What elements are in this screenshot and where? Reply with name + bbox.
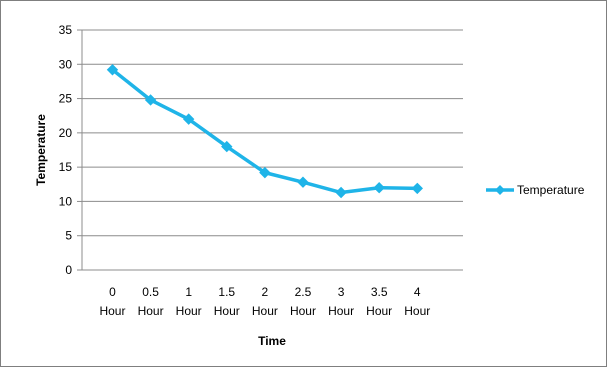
legend-label: Temperature bbox=[517, 183, 585, 197]
y-tick-label: 35 bbox=[59, 23, 73, 37]
y-tick-label: 10 bbox=[59, 194, 73, 208]
y-tick-label: 25 bbox=[59, 92, 73, 106]
x-axis-title: Time bbox=[258, 334, 286, 348]
y-tick-label: 0 bbox=[65, 263, 72, 277]
y-tick-label: 30 bbox=[59, 57, 73, 71]
y-tick-label: 5 bbox=[65, 229, 72, 243]
y-tick-label: 15 bbox=[59, 160, 73, 174]
y-axis-title: Temperature bbox=[34, 114, 48, 186]
y-tick-label: 20 bbox=[59, 126, 73, 140]
